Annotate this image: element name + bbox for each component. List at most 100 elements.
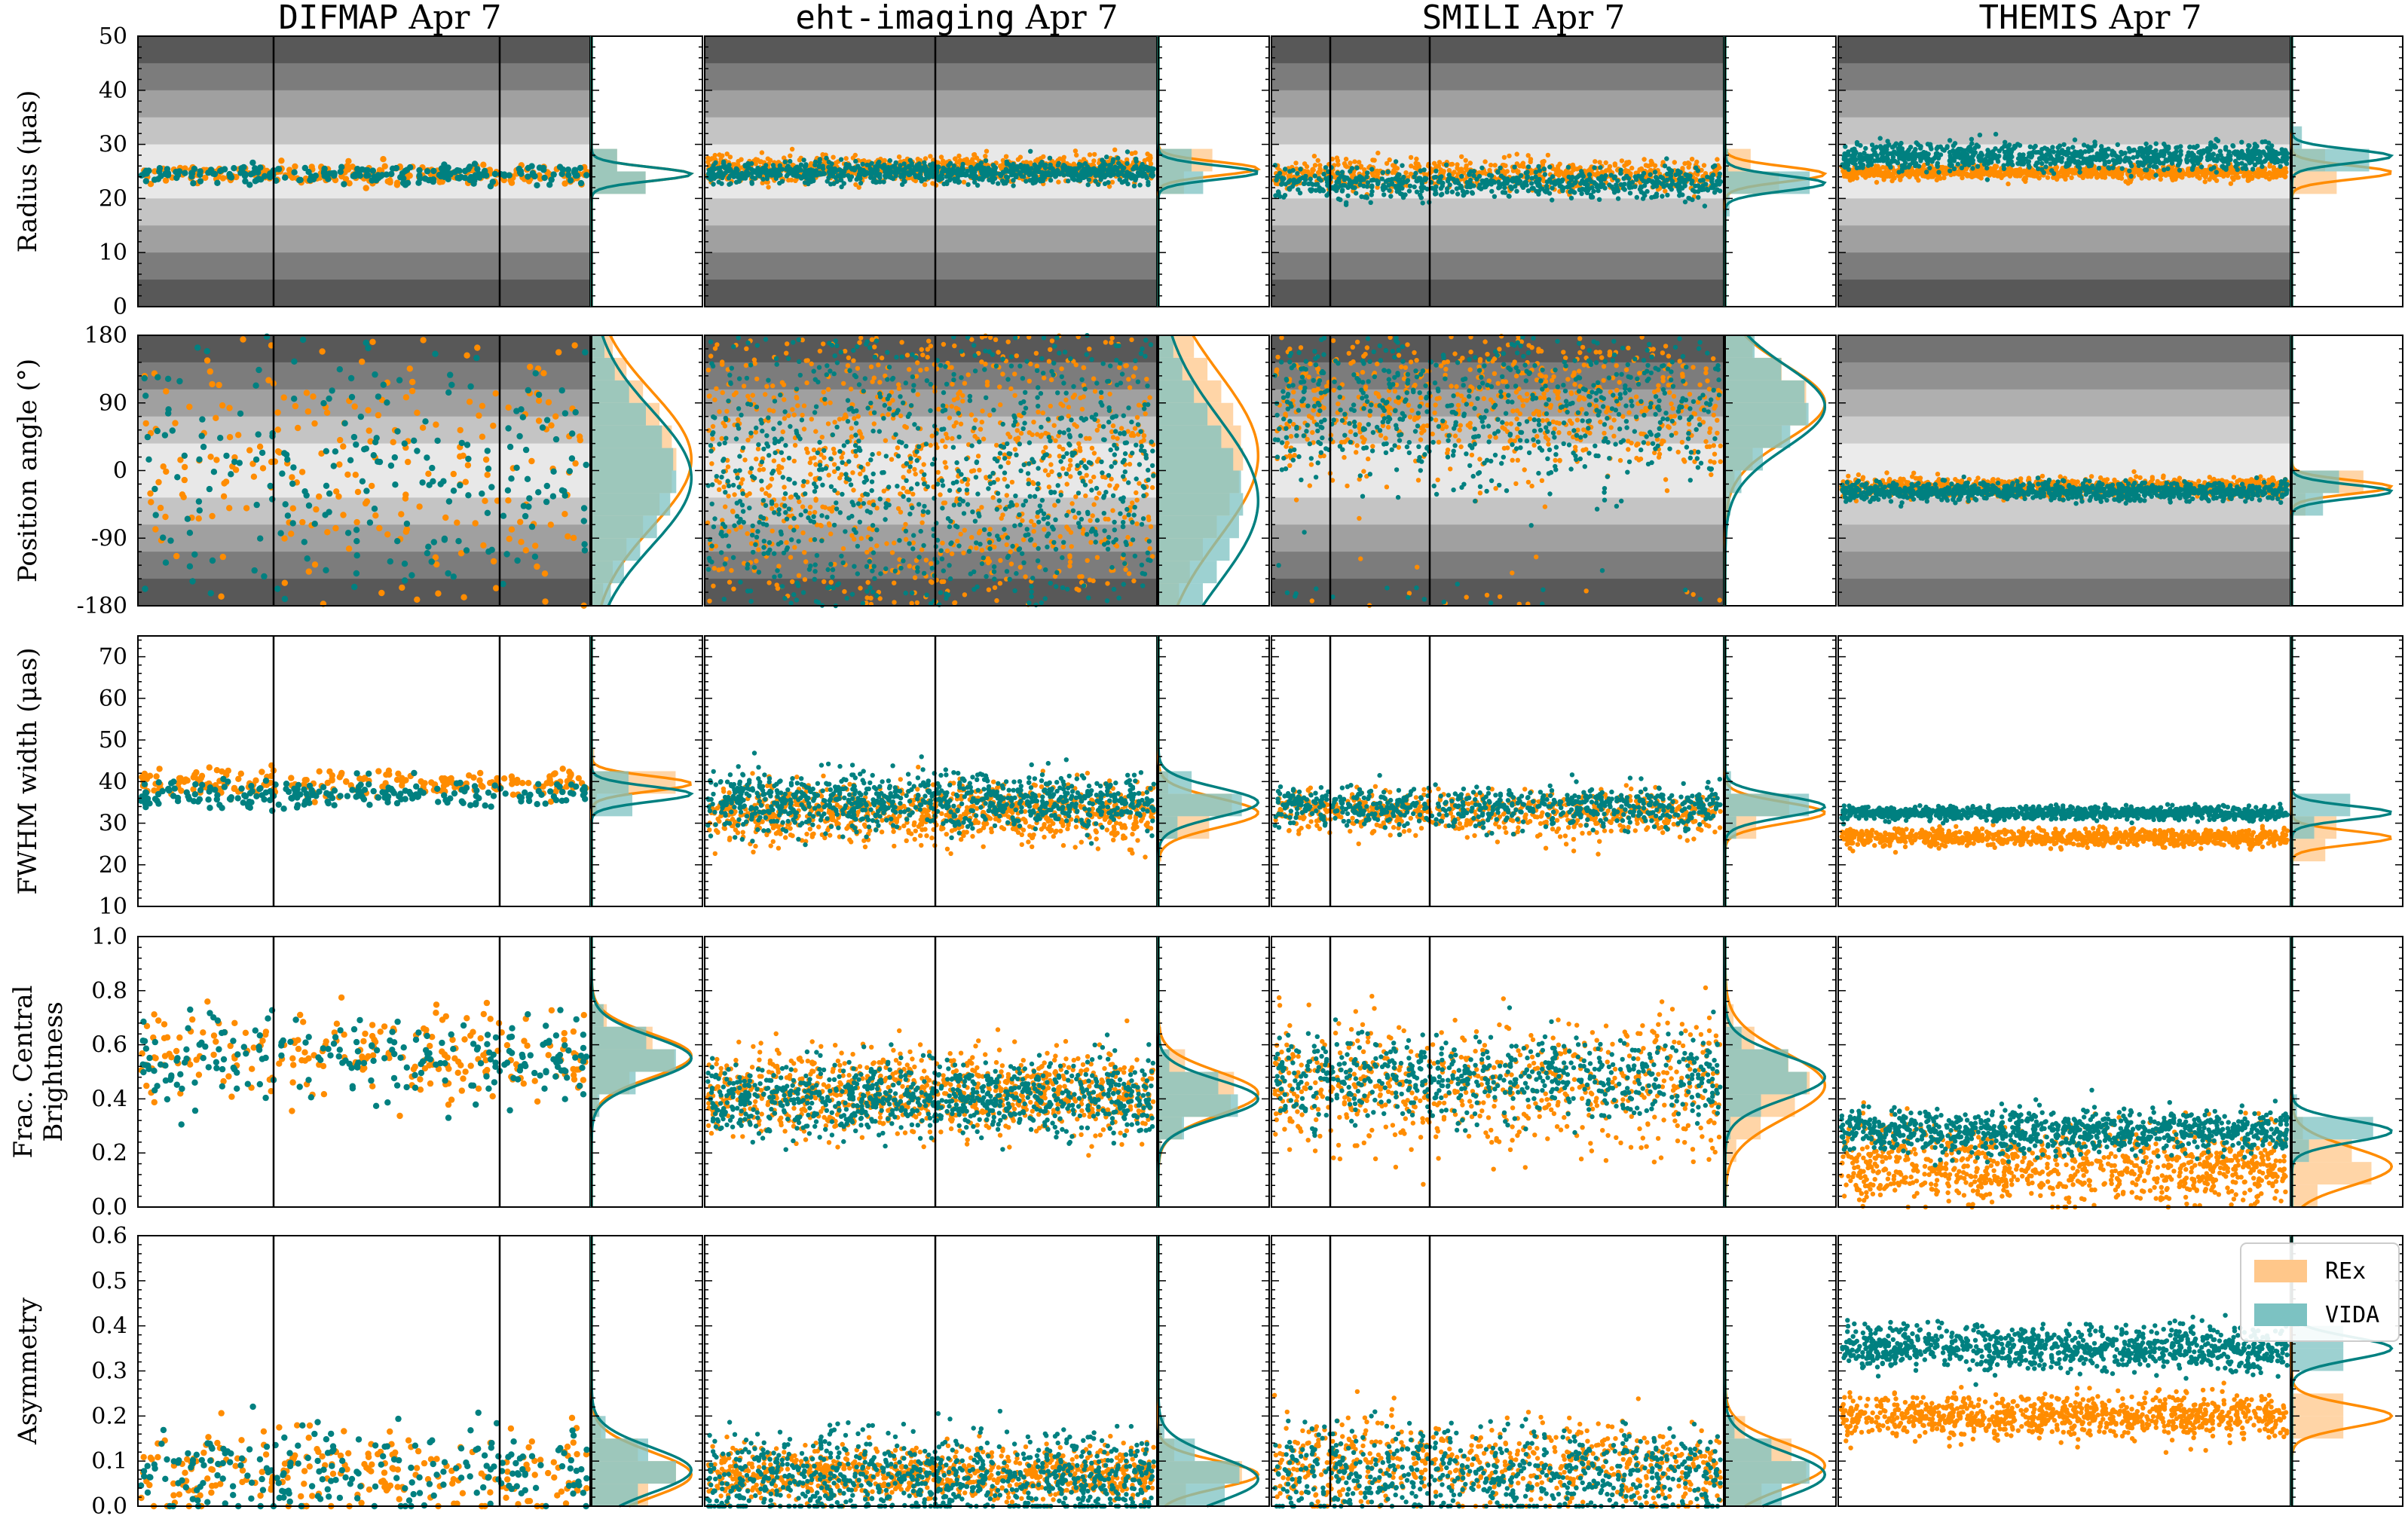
ytick-label: 30 bbox=[99, 132, 127, 158]
data-point bbox=[1687, 173, 1691, 178]
data-point bbox=[1382, 185, 1387, 189]
data-point bbox=[1495, 170, 1500, 174]
data-point bbox=[1718, 172, 1722, 176]
data-point bbox=[331, 170, 337, 176]
data-point bbox=[2110, 170, 2115, 175]
data-point bbox=[1006, 162, 1011, 167]
data-point bbox=[1041, 163, 1045, 167]
data-point bbox=[864, 163, 869, 167]
data-point bbox=[1596, 183, 1601, 188]
data-point bbox=[1540, 160, 1544, 164]
background-band bbox=[705, 252, 1157, 280]
data-point bbox=[1492, 194, 1497, 199]
data-point bbox=[1566, 165, 1571, 170]
data-point bbox=[164, 166, 170, 172]
background-band bbox=[138, 280, 590, 307]
data-point bbox=[1066, 179, 1070, 183]
data-point bbox=[901, 179, 906, 183]
data-point bbox=[1287, 169, 1292, 173]
data-point bbox=[1386, 170, 1391, 174]
data-point bbox=[1408, 184, 1412, 188]
data-point bbox=[760, 150, 764, 154]
data-point bbox=[1321, 188, 1326, 193]
data-point bbox=[1618, 168, 1623, 173]
data-point bbox=[1577, 188, 1582, 192]
data-point bbox=[2069, 176, 2073, 180]
data-point bbox=[1354, 191, 1358, 195]
data-point bbox=[1013, 174, 1017, 179]
data-point bbox=[2278, 173, 2283, 178]
data-point bbox=[1997, 170, 2002, 174]
data-point bbox=[1677, 181, 1681, 185]
data-point bbox=[2214, 170, 2219, 174]
background-band bbox=[705, 90, 1157, 118]
data-point bbox=[1629, 166, 1634, 170]
data-point bbox=[1977, 174, 1981, 179]
data-point bbox=[1075, 178, 1080, 182]
data-point bbox=[990, 180, 995, 185]
data-point bbox=[788, 159, 792, 164]
data-point bbox=[1455, 191, 1460, 196]
data-point bbox=[1654, 175, 1658, 179]
data-point bbox=[517, 170, 523, 176]
data-point bbox=[1126, 174, 1131, 179]
data-point bbox=[806, 182, 810, 186]
data-point bbox=[2146, 174, 2150, 179]
data-point bbox=[2022, 169, 2027, 173]
data-point bbox=[1908, 170, 1913, 174]
data-point bbox=[1352, 159, 1357, 164]
data-point bbox=[1118, 177, 1122, 182]
data-point bbox=[1046, 170, 1051, 175]
background-band bbox=[1838, 225, 2290, 253]
ylabel-asym: Asymmetry bbox=[13, 1297, 43, 1445]
data-point bbox=[1677, 189, 1681, 194]
data-point bbox=[416, 173, 422, 179]
data-point bbox=[759, 167, 763, 172]
data-point bbox=[2063, 173, 2067, 178]
data-point bbox=[430, 168, 436, 174]
data-point bbox=[868, 176, 873, 180]
data-point bbox=[2073, 137, 2077, 142]
data-point bbox=[1464, 180, 1469, 185]
data-point bbox=[1048, 156, 1052, 160]
data-point bbox=[736, 159, 740, 164]
data-point bbox=[1305, 164, 1309, 169]
data-point bbox=[1482, 159, 1487, 164]
data-point bbox=[1649, 195, 1654, 200]
data-point bbox=[1621, 176, 1626, 181]
data-point bbox=[2269, 172, 2274, 176]
data-point bbox=[1397, 188, 1401, 193]
data-point bbox=[1345, 194, 1350, 198]
data-point bbox=[1624, 169, 1629, 173]
data-point bbox=[1461, 193, 1466, 197]
data-point bbox=[717, 152, 721, 157]
data-point bbox=[2150, 170, 2155, 174]
data-point bbox=[877, 160, 881, 164]
data-point bbox=[242, 178, 248, 184]
data-point bbox=[1892, 171, 1896, 176]
data-point bbox=[1308, 188, 1313, 193]
data-point bbox=[1642, 157, 1646, 161]
data-point bbox=[821, 164, 825, 168]
data-point bbox=[190, 180, 196, 186]
data-point bbox=[1542, 167, 1547, 171]
data-point bbox=[1593, 159, 1597, 164]
data-point bbox=[1004, 154, 1008, 159]
data-point bbox=[990, 176, 995, 180]
column-title-2: SMILI Apr 7 bbox=[1422, 0, 1625, 37]
data-point bbox=[1385, 178, 1390, 182]
data-point bbox=[1348, 160, 1352, 165]
data-point bbox=[231, 165, 237, 171]
data-point bbox=[947, 178, 952, 182]
data-point bbox=[1702, 163, 1706, 167]
data-point bbox=[1375, 169, 1379, 173]
data-point bbox=[1714, 182, 1718, 187]
data-point bbox=[1145, 167, 1149, 172]
data-point bbox=[2137, 173, 2142, 177]
data-point bbox=[1487, 173, 1492, 177]
data-point bbox=[1038, 179, 1042, 183]
data-point bbox=[729, 168, 733, 173]
data-point bbox=[1351, 185, 1355, 190]
background-band bbox=[1838, 280, 2290, 307]
data-point bbox=[1589, 179, 1593, 184]
